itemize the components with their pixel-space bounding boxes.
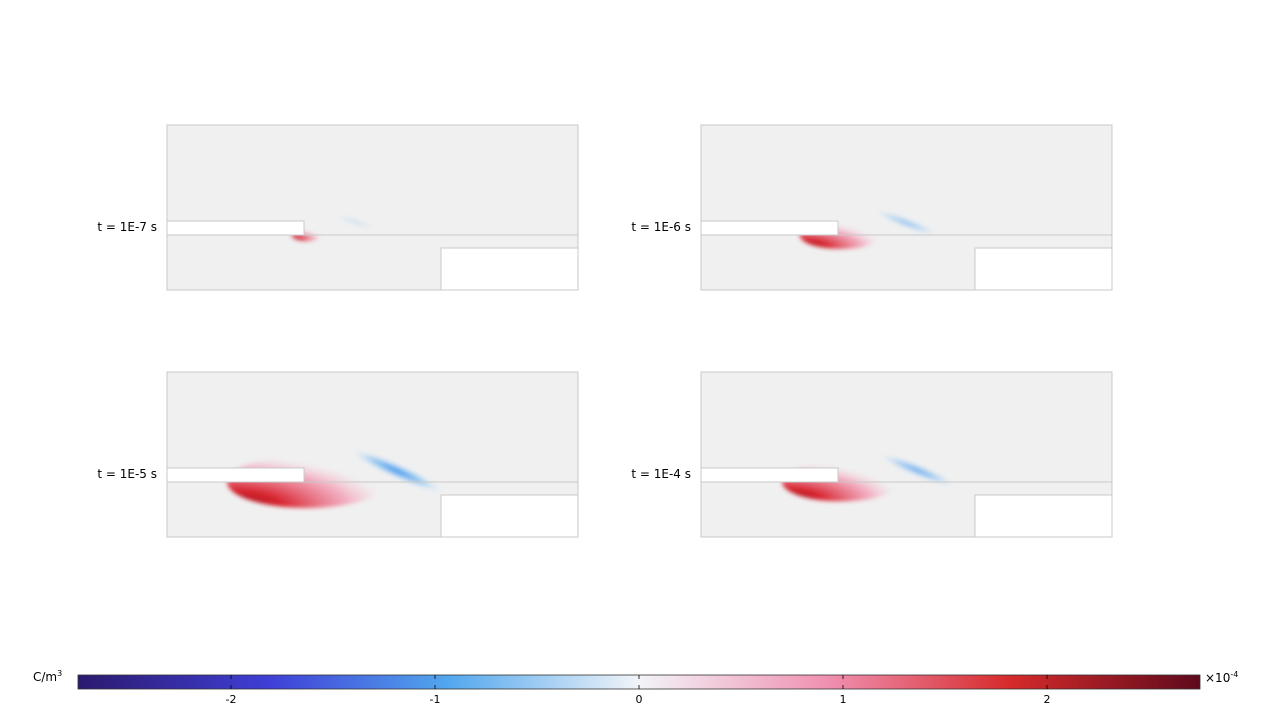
panel-border <box>166 124 579 291</box>
electrode-left <box>166 220 305 236</box>
plot-panel <box>700 371 1113 538</box>
electrode-left <box>166 467 305 483</box>
electrode-right <box>440 247 579 291</box>
time-label: t = 1E-6 s <box>631 220 691 234</box>
negative-charge-band <box>879 454 956 487</box>
panel-border <box>166 371 579 538</box>
time-label: t = 1E-7 s <box>97 220 157 234</box>
panel-border <box>700 124 1113 291</box>
electrode-right <box>974 494 1113 538</box>
electrode-left <box>700 220 839 236</box>
plot-panel <box>166 124 579 291</box>
panel-border <box>700 371 1113 538</box>
colorbar-unit-label: C/m3 <box>33 669 63 685</box>
time-label: t = 1E-5 s <box>97 467 157 481</box>
time-label: t = 1E-4 s <box>631 467 691 481</box>
colorbar-tick-label: 2 <box>1043 693 1051 706</box>
electrode-right <box>440 494 579 538</box>
colorbar-tick-label: -2 <box>225 693 237 706</box>
plot-panel <box>700 124 1113 291</box>
colorbar-scale-label: ×10-4 <box>1205 670 1239 686</box>
electrode-right <box>974 247 1113 291</box>
plot-panel <box>166 371 579 538</box>
negative-charge-band <box>334 214 377 230</box>
electrode-left <box>700 467 839 483</box>
colorbar-tick-label: -1 <box>429 693 441 706</box>
colorbar-tick-label: 0 <box>635 693 643 706</box>
colorbar <box>77 674 1201 690</box>
colorbar-tick-label: 1 <box>839 693 847 706</box>
negative-charge-band <box>874 210 938 236</box>
